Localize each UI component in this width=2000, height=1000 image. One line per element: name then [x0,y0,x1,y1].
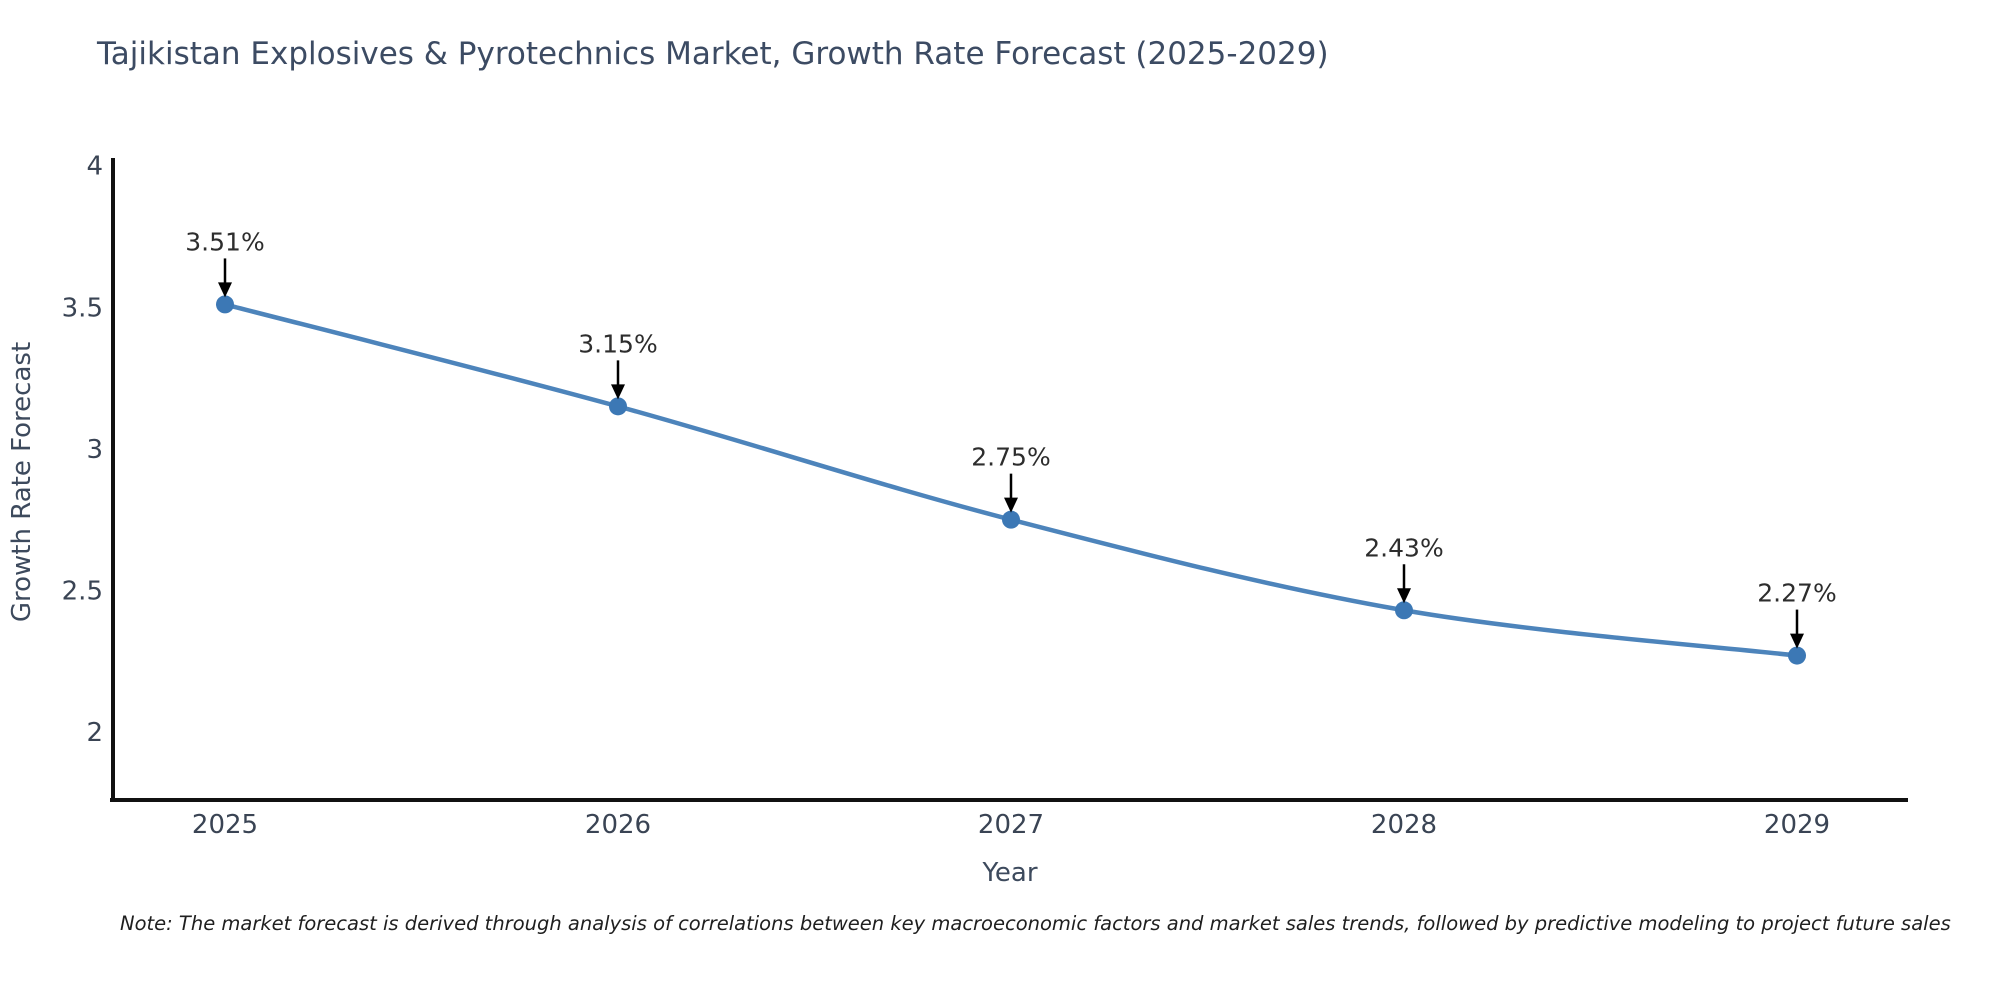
annotation-label: 3.15% [578,329,657,358]
data-point-marker [216,295,234,314]
x-tick-label: 2025 [192,810,258,840]
footnote: Note: The market forecast is derived thr… [120,912,1951,935]
x-tick-label: 2029 [1764,810,1830,840]
data-point-marker [1002,510,1020,529]
annotation-label: 2.43% [1364,533,1443,562]
annotation-label: 2.75% [971,443,1050,472]
data-point-marker [1788,646,1806,665]
y-tick-label: 3 [86,435,103,465]
chart-title: Tajikistan Explosives & Pyrotechnics Mar… [97,36,1329,72]
annotation-arrowhead [1397,588,1411,604]
x-tick-label: 2028 [1371,810,1437,840]
annotation-arrowhead [218,282,232,298]
data-point-marker [1395,601,1413,620]
annotation-arrowhead [1790,633,1804,649]
y-tick-label: 3.5 [62,293,103,323]
x-tick-label: 2027 [978,810,1044,840]
annotation-label: 2.27% [1757,579,1836,608]
data-point-marker [609,397,627,416]
y-axis-title: Growth Rate Forecast [7,341,37,623]
annotation-arrowhead [611,384,625,400]
annotation-label: 3.51% [185,227,264,256]
annotation-arrowhead [1004,497,1018,513]
y-tick-label: 2.5 [62,576,103,606]
y-tick-label: 4 [86,152,103,182]
x-tick-label: 2026 [585,810,651,840]
x-axis-title: Year [982,858,1038,888]
y-tick-label: 2 [86,718,103,748]
